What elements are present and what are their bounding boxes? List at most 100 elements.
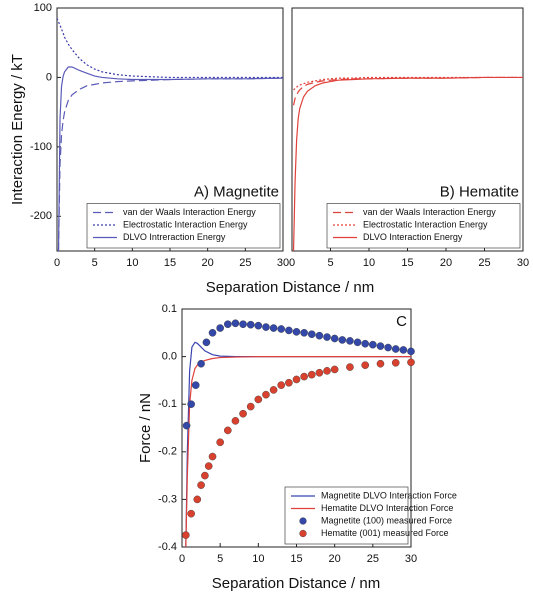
x-tick-label: 30 <box>405 553 417 565</box>
data-point <box>300 328 308 337</box>
data-point <box>369 340 377 349</box>
legend-box <box>86 203 281 249</box>
x-tick-label: 5 <box>92 257 98 269</box>
data-point <box>376 342 385 350</box>
data-point <box>223 320 232 329</box>
x-tick-label: 25 <box>478 257 490 269</box>
data-point <box>361 361 370 369</box>
data-point <box>407 358 415 367</box>
data-point <box>187 400 195 409</box>
data-point <box>292 375 301 384</box>
series-line <box>57 18 283 79</box>
data-point <box>197 481 205 489</box>
x-axis-label: Separation Distance / nm <box>212 575 380 592</box>
x-tick-label: 0 <box>179 553 185 565</box>
data-point <box>182 531 190 539</box>
data-point <box>239 320 247 329</box>
y-tick-label: 0.1 <box>162 303 177 315</box>
data-point <box>216 324 224 332</box>
legend-label: van der Waals Interaction Energy <box>363 207 496 217</box>
data-point <box>315 368 324 377</box>
panel-label: C <box>396 313 407 330</box>
data-point <box>330 334 339 343</box>
legend-label: DLVO Interaction Energy <box>363 232 463 242</box>
data-point <box>399 346 408 354</box>
y-tick-label: -0.4 <box>158 541 177 553</box>
data-point <box>315 331 324 340</box>
x-tick-label: 20 <box>329 553 341 565</box>
x-tick-label: 20 <box>440 257 452 269</box>
data-point <box>376 359 385 368</box>
panel-label: B) Hematite <box>440 183 519 200</box>
data-point <box>361 339 370 348</box>
y-tick-label: -200 <box>30 210 52 222</box>
x-tick-label: 10 <box>252 553 264 565</box>
data-point <box>407 347 415 356</box>
y-tick-label: 0.0 <box>162 351 177 363</box>
series-line <box>185 356 411 547</box>
data-point <box>197 359 205 368</box>
y-axis-label: Interaction Energy / kT <box>9 54 26 205</box>
data-point <box>269 324 278 332</box>
series-line <box>293 76 523 91</box>
data-point <box>277 381 286 389</box>
x-tick-label: 5 <box>217 553 223 565</box>
data-point <box>384 343 392 352</box>
data-point <box>285 378 293 387</box>
x-tick-label: 25 <box>367 553 379 565</box>
x-tick-label: 10 <box>363 257 375 269</box>
data-point <box>201 471 209 480</box>
data-point <box>254 395 263 404</box>
data-point <box>346 363 354 371</box>
x-tick-label: 25 <box>239 257 251 269</box>
y-axis-label: Force / nN <box>137 393 154 463</box>
y-tick-label: -100 <box>30 141 52 153</box>
data-point <box>231 417 240 425</box>
data-point <box>204 462 213 470</box>
data-point <box>323 333 331 341</box>
x-tick-label: 0 <box>54 257 60 269</box>
x-tick-label: 10 <box>126 257 138 269</box>
data-point <box>193 495 202 504</box>
data-point <box>187 509 195 518</box>
x-tick-label: 30 <box>277 257 289 269</box>
data-point <box>277 325 286 333</box>
legend-label: Hematite (001) measured Force <box>321 528 449 538</box>
data-point <box>285 326 293 335</box>
x-tick-label: 30 <box>517 257 529 269</box>
x-tick-label: 15 <box>401 257 413 269</box>
panel-label: A) Magnetite <box>194 183 279 200</box>
data-point <box>307 370 316 379</box>
legend-swatch <box>299 529 307 538</box>
y-tick-label: 0 <box>46 71 52 83</box>
legend-label: Magnetite (100) measured Force <box>321 515 452 525</box>
series-line <box>292 76 523 251</box>
data-point <box>262 323 270 331</box>
data-point <box>208 328 217 337</box>
x-tick-label: 20 <box>202 257 214 269</box>
data-point <box>346 337 354 345</box>
data-point <box>262 390 270 399</box>
x-tick-label: 15 <box>290 553 302 565</box>
data-point <box>353 338 362 347</box>
y-tick-label: 100 <box>34 2 52 14</box>
data-point <box>323 367 331 375</box>
series-line <box>57 66 283 251</box>
y-tick-label: -0.2 <box>158 446 177 458</box>
x-tick-label: 15 <box>164 257 176 269</box>
legend-box <box>326 203 521 249</box>
data-point <box>208 452 217 461</box>
data-point <box>254 321 263 330</box>
data-point <box>338 336 347 344</box>
data-point <box>307 330 316 339</box>
y-tick-label: -0.3 <box>158 493 177 505</box>
data-point <box>246 402 255 411</box>
data-point <box>239 409 247 418</box>
legend-swatch <box>299 517 307 525</box>
data-point <box>202 338 211 347</box>
x-tick-label: 0 <box>289 257 295 269</box>
legend-label: Electrostatic Interaction Energy <box>363 219 488 229</box>
data-point <box>330 365 339 374</box>
data-point <box>182 421 191 430</box>
